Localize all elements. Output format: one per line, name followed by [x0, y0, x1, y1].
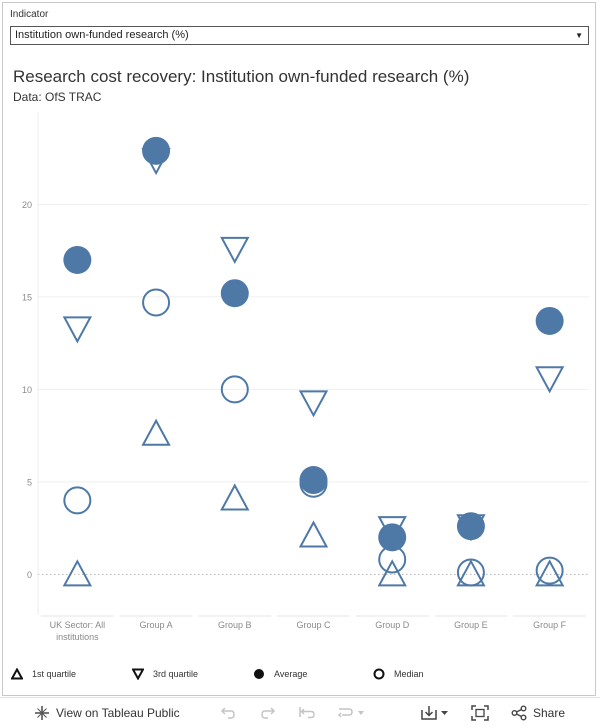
point-average — [535, 306, 564, 335]
legend-item-median[interactable]: Median — [373, 666, 424, 682]
point-average — [142, 136, 171, 165]
x-tick-label: Group C — [296, 620, 331, 630]
indicator-dropdown[interactable]: Institution own-funded research (%) ▼ — [10, 26, 589, 45]
fullscreen-icon — [471, 705, 489, 721]
point-median — [535, 556, 564, 585]
point-1st-quartile — [298, 520, 329, 548]
tableau-toolbar: View on Tableau Public Share — [0, 697, 600, 728]
tableau-logo-icon — [35, 706, 49, 720]
download-button[interactable] — [420, 705, 450, 721]
indicator-dropdown-value: Institution own-funded research (%) — [15, 29, 189, 41]
share-button[interactable]: Share — [511, 705, 565, 721]
point-average — [378, 523, 407, 552]
point-average — [299, 466, 328, 495]
fullscreen-button[interactable] — [471, 705, 489, 721]
x-tick-label: Group D — [375, 620, 410, 630]
scatter-plot: 0 5 10 15 20 UK Sector: All institutions Group … — [22, 112, 589, 642]
point-1st-quartile — [220, 483, 250, 511]
chevron-down-icon[interactable]: ▼ — [575, 31, 583, 40]
redo-button[interactable] — [260, 705, 276, 719]
refresh-icon — [337, 708, 364, 718]
point-3rd-quartile — [62, 316, 93, 344]
view-on-tableau-public-button[interactable]: View on Tableau Public — [34, 705, 180, 721]
legend-label: 1st quartile — [32, 669, 77, 679]
x-tick-label: Group F — [533, 620, 567, 630]
point-average — [63, 245, 92, 274]
refresh-button[interactable] — [336, 705, 366, 719]
x-tick-label: Group B — [218, 620, 252, 630]
point-1st-quartile — [534, 559, 565, 587]
point-average — [220, 279, 249, 308]
point-3rd-quartile — [220, 236, 250, 264]
legend-item-average[interactable]: Average — [253, 666, 307, 682]
legend-item-3rd-quartile[interactable]: 3rd quartile — [132, 666, 198, 682]
x-tick-label: Group E — [454, 620, 488, 630]
redo-icon — [261, 707, 276, 719]
legend-label: Median — [394, 669, 424, 679]
legend-label: Average — [274, 669, 308, 679]
triangle-down-icon — [132, 668, 144, 680]
indicator-filter-label: Indicator — [10, 9, 49, 20]
revert-button[interactable] — [298, 705, 316, 719]
point-median — [220, 375, 249, 404]
y-tick-label: 10 — [22, 385, 32, 395]
y-tick-label: 15 — [22, 292, 32, 302]
open-circle-icon — [373, 668, 385, 680]
undo-icon — [220, 707, 235, 719]
point-average — [456, 512, 485, 541]
share-label: Share — [533, 706, 566, 720]
x-tick-label: institutions — [56, 632, 99, 642]
legend-item-1st-quartile[interactable]: 1st quartile — [11, 666, 76, 682]
point-median — [142, 288, 171, 317]
download-icon — [421, 706, 448, 720]
undo-button[interactable] — [220, 705, 236, 719]
filled-circle-icon — [254, 669, 264, 679]
chart-title: Research cost recovery: Institution own-… — [13, 67, 470, 86]
triangle-up-icon — [11, 668, 23, 680]
point-3rd-quartile — [534, 366, 565, 394]
point-1st-quartile — [377, 559, 407, 587]
point-median — [456, 558, 485, 587]
y-tick-label: 5 — [27, 477, 32, 487]
y-tick-label: 0 — [27, 570, 32, 580]
legend-label: 3rd quartile — [153, 669, 199, 679]
point-1st-quartile — [62, 559, 93, 587]
revert-icon — [299, 707, 315, 719]
point-median — [63, 486, 92, 515]
share-icon — [511, 705, 527, 721]
view-on-tableau-public-label: View on Tableau Public — [56, 706, 180, 720]
point-1st-quartile — [141, 418, 171, 446]
dashboard-frame — [2, 2, 596, 696]
chart-subtitle: Data: OfS TRAC — [13, 90, 102, 104]
point-3rd-quartile — [298, 390, 329, 418]
x-tick-label: UK Sector: All — [50, 620, 106, 630]
y-tick-label: 20 — [22, 200, 32, 210]
x-tick-label: Group A — [140, 620, 173, 630]
